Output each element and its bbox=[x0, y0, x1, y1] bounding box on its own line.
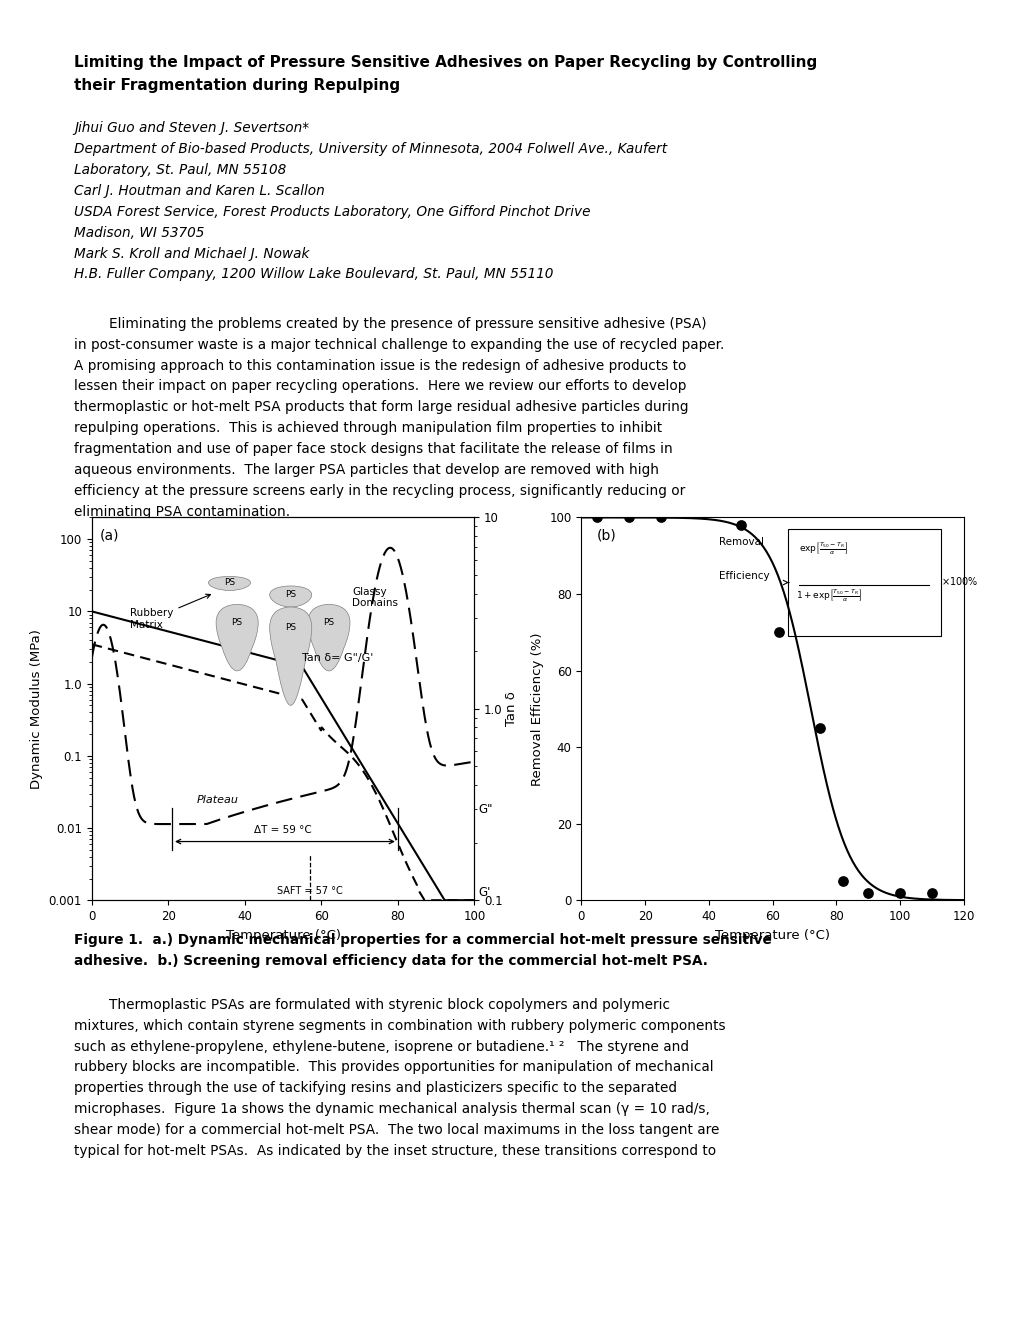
Text: A promising approach to this contamination issue is the redesign of adhesive pro: A promising approach to this contaminati… bbox=[74, 359, 686, 372]
Point bbox=[732, 515, 748, 536]
Text: Mark S. Kroll and Michael J. Nowak: Mark S. Kroll and Michael J. Nowak bbox=[74, 247, 310, 260]
Text: Efficiency: Efficiency bbox=[718, 572, 769, 581]
Text: Rubbery
Matrix: Rubbery Matrix bbox=[129, 594, 210, 630]
FancyBboxPatch shape bbox=[787, 529, 940, 636]
Text: Laboratory, St. Paul, MN 55108: Laboratory, St. Paul, MN 55108 bbox=[74, 164, 286, 177]
Y-axis label: Removal Efficiency (%): Removal Efficiency (%) bbox=[530, 632, 543, 785]
Text: SAFT = 57 °C: SAFT = 57 °C bbox=[277, 886, 342, 896]
Point bbox=[834, 871, 850, 892]
Point bbox=[923, 882, 940, 903]
Text: Limiting the Impact of Pressure Sensitive Adhesives on Paper Recycling by Contro: Limiting the Impact of Pressure Sensitiv… bbox=[74, 55, 817, 70]
Text: Department of Bio-based Products, University of Minnesota, 2004 Folwell Ave., Ka: Department of Bio-based Products, Univer… bbox=[74, 143, 666, 156]
Text: Removal: Removal bbox=[718, 537, 763, 546]
Point bbox=[859, 882, 875, 903]
Text: Figure 1.  a.) Dynamic mechanical properties for a commercial hot-melt pressure : Figure 1. a.) Dynamic mechanical propert… bbox=[74, 933, 771, 948]
Text: in post-consumer waste is a major technical challenge to expanding the use of re: in post-consumer waste is a major techni… bbox=[74, 338, 725, 351]
Circle shape bbox=[216, 605, 258, 671]
Text: microphases.  Figure 1a shows the dynamic mechanical analysis thermal scan (γ = : microphases. Figure 1a shows the dynamic… bbox=[74, 1102, 709, 1117]
Text: fragmentation and use of paper face stock designs that facilitate the release of: fragmentation and use of paper face stoc… bbox=[74, 442, 673, 455]
Text: mixtures, which contain styrene segments in combination with rubbery polymeric c: mixtures, which contain styrene segments… bbox=[74, 1019, 726, 1032]
Text: efficiency at the pressure screens early in the recycling process, significantly: efficiency at the pressure screens early… bbox=[74, 483, 685, 498]
Text: PS: PS bbox=[323, 618, 334, 627]
Point bbox=[621, 507, 637, 528]
Circle shape bbox=[269, 586, 312, 607]
Text: their Fragmentation during Repulping: their Fragmentation during Repulping bbox=[74, 78, 400, 94]
Text: $1+\exp\!\left[\frac{T_{50}-T_R}{\alpha}\right]$: $1+\exp\!\left[\frac{T_{50}-T_R}{\alpha}… bbox=[795, 587, 861, 603]
Y-axis label: Dynamic Modulus (MPa): Dynamic Modulus (MPa) bbox=[31, 628, 43, 789]
Text: rubbery blocks are incompatible.  This provides opportunities for manipulation o: rubbery blocks are incompatible. This pr… bbox=[74, 1060, 713, 1074]
Point bbox=[770, 622, 787, 643]
Text: adhesive.  b.) Screening removal efficiency data for the commercial hot-melt PSA: adhesive. b.) Screening removal efficien… bbox=[74, 954, 707, 968]
Circle shape bbox=[308, 605, 350, 671]
Text: USDA Forest Service, Forest Products Laboratory, One Gifford Pinchot Drive: USDA Forest Service, Forest Products Lab… bbox=[74, 205, 590, 219]
Point bbox=[891, 882, 908, 903]
X-axis label: Temperature (°C): Temperature (°C) bbox=[225, 928, 340, 941]
Text: Madison, WI 53705: Madison, WI 53705 bbox=[74, 226, 205, 240]
Text: aqueous environments.  The larger PSA particles that develop are removed with hi: aqueous environments. The larger PSA par… bbox=[74, 463, 659, 477]
Text: typical for hot-melt PSAs.  As indicated by the inset structure, these transitio: typical for hot-melt PSAs. As indicated … bbox=[74, 1144, 716, 1158]
Y-axis label: Tan δ: Tan δ bbox=[505, 692, 518, 726]
Text: Glassy
Domains: Glassy Domains bbox=[352, 586, 397, 609]
Text: Plateau: Plateau bbox=[197, 796, 238, 805]
Text: PS: PS bbox=[231, 618, 243, 627]
Text: properties through the use of tackifying resins and plasticizers specific to the: properties through the use of tackifying… bbox=[74, 1081, 677, 1096]
Text: PS: PS bbox=[224, 578, 234, 587]
X-axis label: Temperature (°C): Temperature (°C) bbox=[714, 928, 829, 941]
Text: $\exp\!\left[\frac{T_{50}-T_R}{\alpha}\right]$: $\exp\!\left[\frac{T_{50}-T_R}{\alpha}\r… bbox=[799, 540, 848, 557]
Text: Thermoplastic PSAs are formulated with styrenic block copolymers and polymeric: Thermoplastic PSAs are formulated with s… bbox=[74, 998, 669, 1012]
Text: G': G' bbox=[478, 886, 490, 899]
Text: PS: PS bbox=[285, 590, 296, 599]
Text: eliminating PSA contamination.: eliminating PSA contamination. bbox=[74, 504, 290, 519]
Circle shape bbox=[208, 577, 251, 590]
Text: repulping operations.  This is achieved through manipulation film properties to : repulping operations. This is achieved t… bbox=[74, 421, 662, 436]
Text: (a): (a) bbox=[99, 529, 119, 543]
Text: H.B. Fuller Company, 1200 Willow Lake Boulevard, St. Paul, MN 55110: H.B. Fuller Company, 1200 Willow Lake Bo… bbox=[74, 268, 553, 281]
Circle shape bbox=[269, 607, 312, 705]
Text: thermoplastic or hot-melt PSA products that form large residual adhesive particl: thermoplastic or hot-melt PSA products t… bbox=[74, 400, 688, 414]
Text: $\times 100\%$: $\times 100\%$ bbox=[940, 574, 977, 586]
Text: ΔT = 59 °C: ΔT = 59 °C bbox=[254, 825, 312, 836]
Text: shear mode) for a commercial hot-melt PSA.  The two local maximums in the loss t: shear mode) for a commercial hot-melt PS… bbox=[74, 1123, 719, 1137]
Text: PS: PS bbox=[285, 623, 296, 632]
Text: such as ethylene-propylene, ethylene-butene, isoprene or butadiene.¹ ²   The sty: such as ethylene-propylene, ethylene-but… bbox=[74, 1040, 689, 1053]
Text: Jihui Guo and Steven J. Severtson*: Jihui Guo and Steven J. Severtson* bbox=[74, 121, 310, 136]
Text: lessen their impact on paper recycling operations.  Here we review our efforts t: lessen their impact on paper recycling o… bbox=[74, 379, 686, 393]
Text: Eliminating the problems created by the presence of pressure sensitive adhesive : Eliminating the problems created by the … bbox=[74, 317, 706, 331]
Point bbox=[811, 718, 827, 739]
Text: (b): (b) bbox=[596, 529, 615, 543]
Text: G": G" bbox=[478, 803, 492, 816]
Text: Carl J. Houtman and Karen L. Scallon: Carl J. Houtman and Karen L. Scallon bbox=[74, 183, 325, 198]
Point bbox=[652, 507, 668, 528]
Text: Tan δ= G"/G': Tan δ= G"/G' bbox=[302, 653, 373, 663]
Point bbox=[589, 507, 605, 528]
